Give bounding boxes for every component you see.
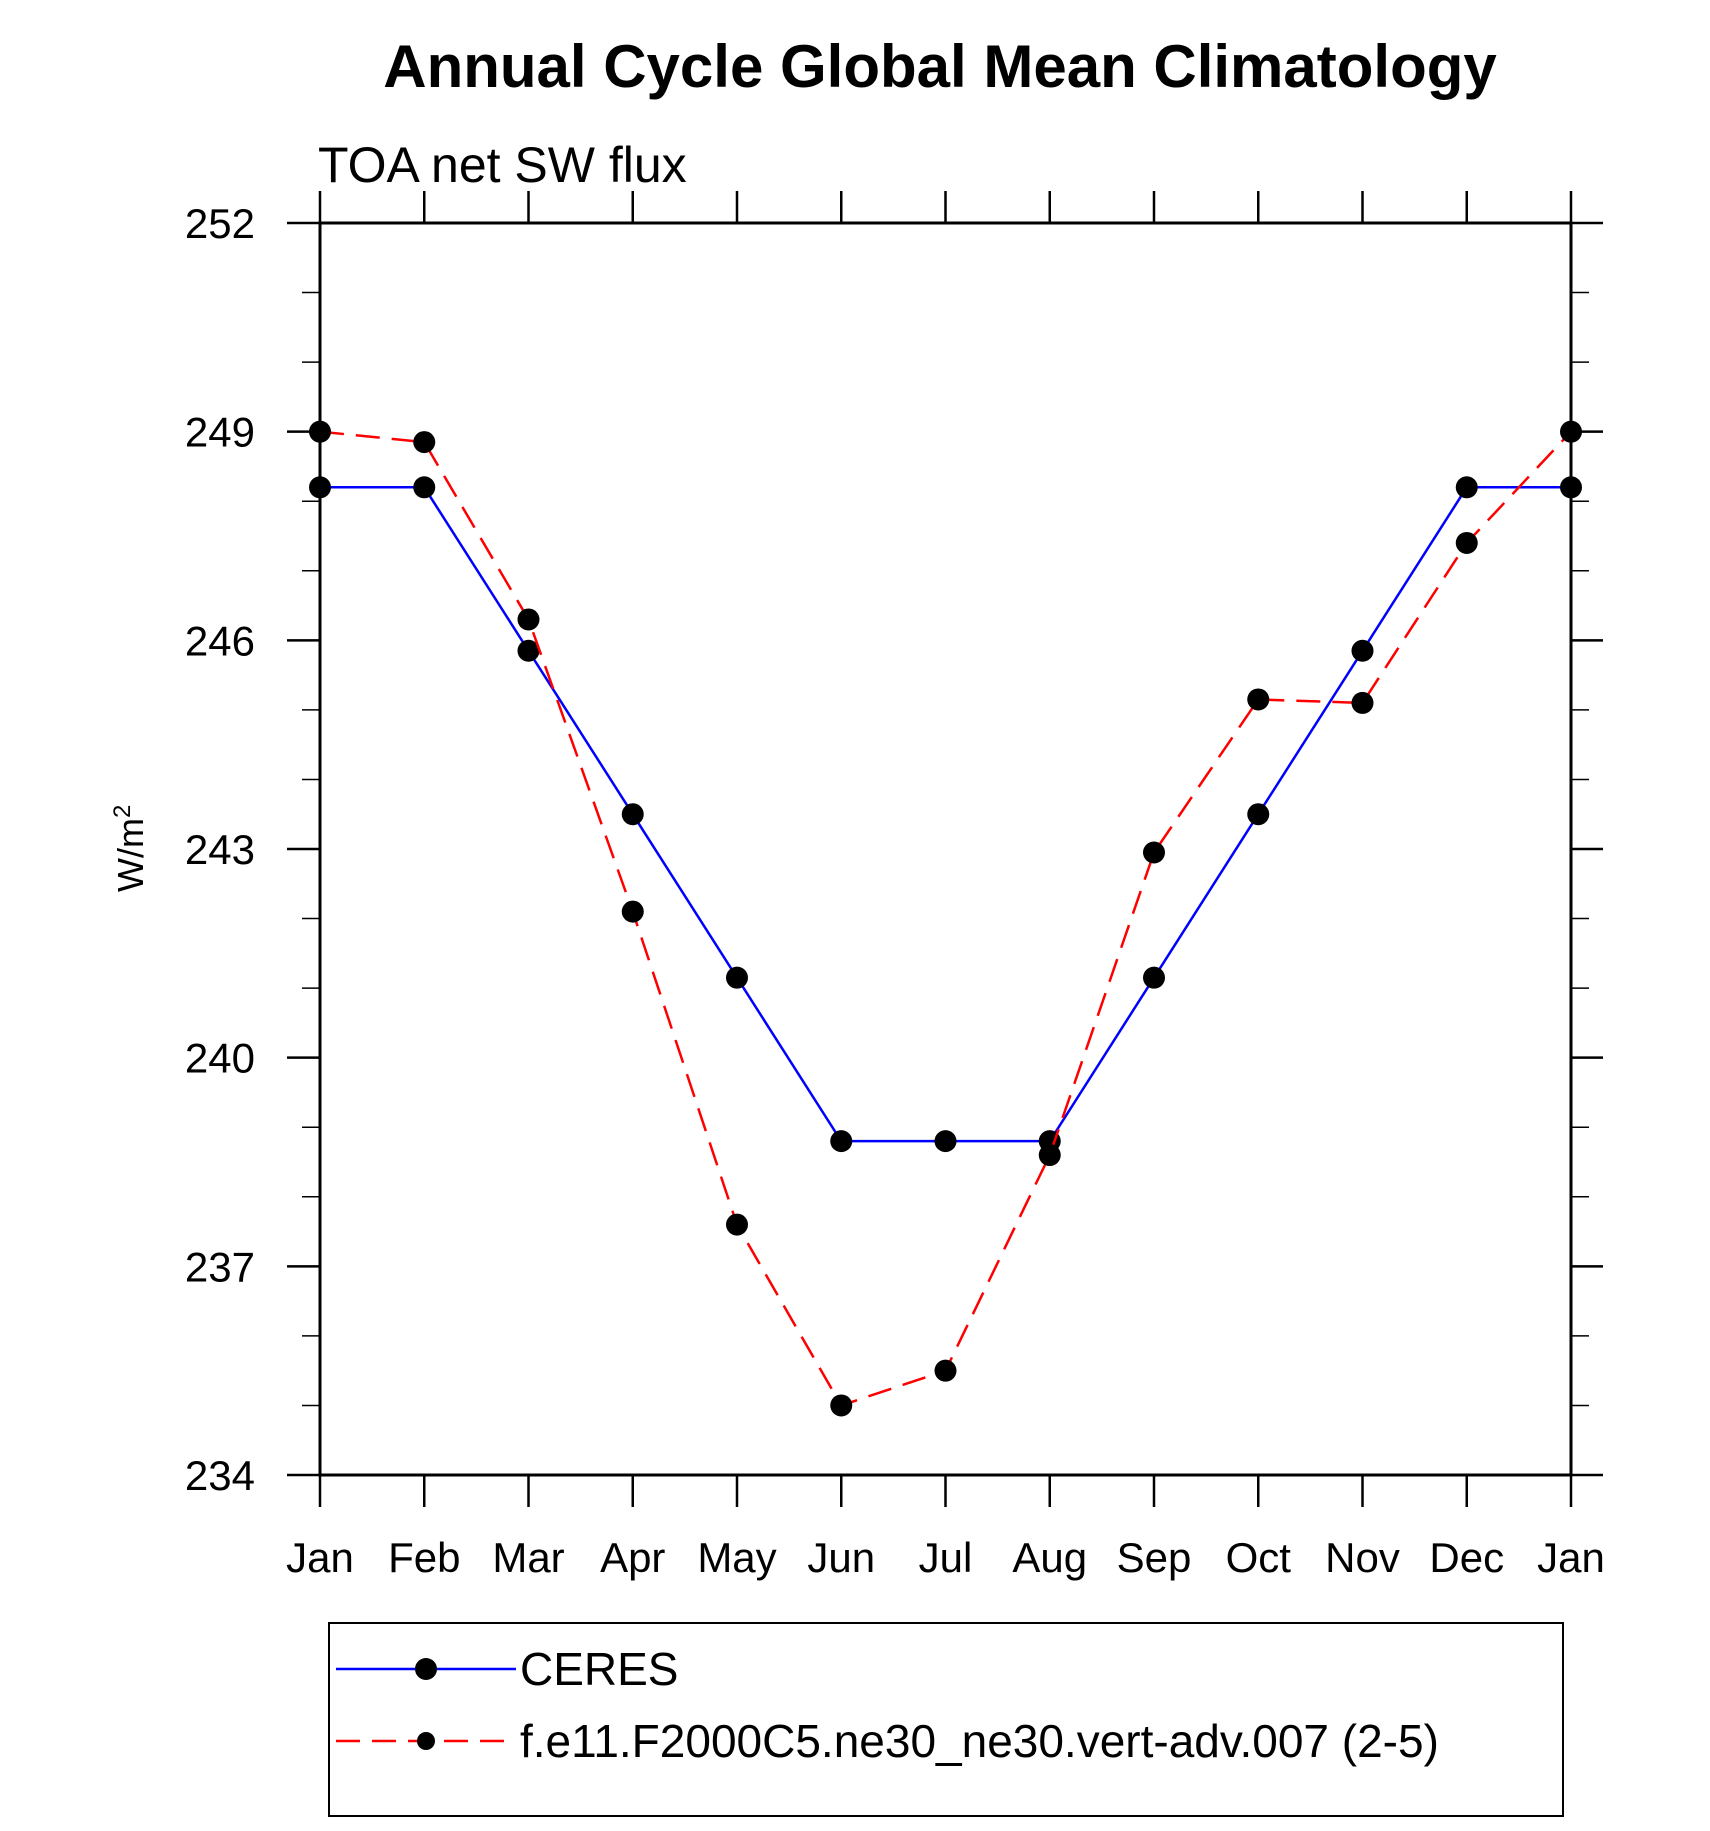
data-point <box>1247 803 1270 826</box>
tick-labels: Jan Feb Mar Apr May Jun Jul Aug Sep Oct Nov Dec Jan 2… <box>185 200 1605 1581</box>
x-tick-label: Feb <box>388 1534 460 1581</box>
x-tick-label: Sep <box>1117 1534 1192 1581</box>
legend-box <box>328 1622 1564 1817</box>
data-point <box>830 1130 853 1153</box>
axis-ticks <box>287 191 1603 1507</box>
data-point <box>1455 531 1478 554</box>
data-point <box>621 900 644 923</box>
data-point <box>1351 639 1374 662</box>
plot-frame <box>318 221 1573 1477</box>
data-point <box>1351 691 1374 714</box>
x-tick-label: Jan <box>1537 1534 1605 1581</box>
data-point <box>1455 476 1478 499</box>
data-point <box>517 639 540 662</box>
data-point <box>517 608 540 631</box>
x-tick-label: May <box>697 1534 776 1581</box>
x-tick-label: Jan <box>286 1534 354 1581</box>
x-tick-label: Jul <box>919 1534 973 1581</box>
data-point <box>934 1359 957 1382</box>
y-tick-label: 237 <box>185 1243 255 1290</box>
y-tick-label: 234 <box>185 1452 255 1499</box>
data-point <box>726 1213 748 1236</box>
y-axis-label-exponent: 2 <box>109 805 136 818</box>
y-tick-label: 249 <box>185 409 255 456</box>
data-point <box>621 803 644 826</box>
data-point <box>1247 688 1270 711</box>
legend: CERES f.e11.F2000C5.ne30_ne30.vert-adv.00… <box>328 1622 1564 1817</box>
y-axis-label: W/m2 <box>109 805 152 892</box>
y-tick-label: 246 <box>185 617 255 664</box>
x-tick-label: Oct <box>1226 1534 1292 1581</box>
x-tick-label: Apr <box>600 1534 665 1581</box>
x-tick-label: Aug <box>1012 1534 1087 1581</box>
series-layer <box>309 420 1582 1417</box>
x-tick-label: Nov <box>1325 1534 1400 1581</box>
x-tick-label: Jun <box>807 1534 875 1581</box>
y-tick-label: 252 <box>185 200 255 247</box>
y-tick-label: 243 <box>185 826 255 873</box>
legend-marker <box>417 1732 435 1750</box>
legend-label: f.e11.F2000C5.ne30_ne30.vert-adv.007 (2-… <box>520 1715 1439 1767</box>
data-point <box>1143 966 1165 989</box>
x-tick-label: Dec <box>1429 1534 1504 1581</box>
y-tick-label: 240 <box>185 1035 255 1082</box>
data-point <box>1143 841 1165 864</box>
x-tick-label: Mar <box>492 1534 564 1581</box>
chart-title: Annual Cycle Global Mean Climatology <box>383 33 1497 100</box>
data-point <box>934 1130 957 1153</box>
data-point <box>830 1394 853 1417</box>
series-line-1 <box>319 430 1572 1407</box>
data-point <box>413 476 436 499</box>
legend-marker <box>415 1658 437 1680</box>
data-point <box>413 431 436 454</box>
legend-items: CERES f.e11.F2000C5.ne30_ne30.vert-adv.00… <box>336 1643 1439 1767</box>
data-point <box>726 966 748 989</box>
data-point <box>1038 1144 1061 1167</box>
chart-subtitle: TOA net SW flux <box>318 137 687 193</box>
y-axis-label-units: W/m <box>110 818 151 892</box>
legend-label: CERES <box>520 1643 678 1695</box>
